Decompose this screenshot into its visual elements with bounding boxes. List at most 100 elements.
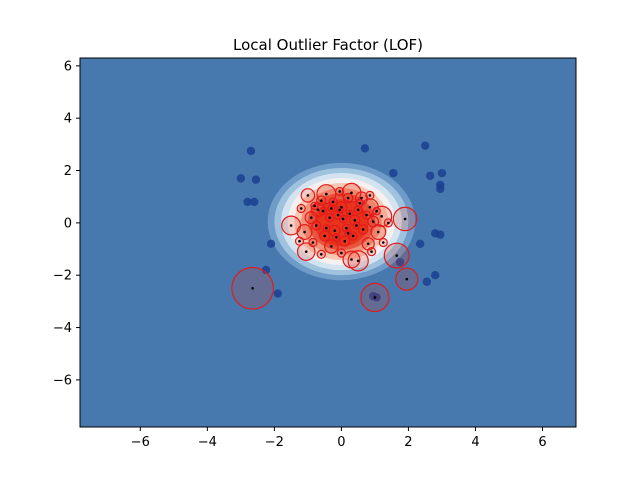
- x-tick-label-6: 6: [538, 435, 546, 450]
- x-tick-label-2: −2: [265, 435, 284, 450]
- outlier-point-5: [360, 144, 370, 153]
- sample-point-10: [350, 258, 353, 261]
- sample-point-51: [368, 194, 372, 197]
- outlier-point-8: [426, 171, 435, 180]
- sample-point-38: [321, 209, 325, 213]
- sample-point-12: [325, 192, 328, 196]
- sample-point-3: [395, 254, 399, 257]
- sample-point-15: [376, 230, 380, 234]
- sample-point-29: [361, 228, 365, 231]
- sample-point-41: [358, 201, 362, 205]
- sample-point-50: [338, 190, 342, 193]
- outlier-point-21: [372, 293, 381, 302]
- sample-point-49: [340, 251, 343, 255]
- chart-title: Local Outlier Factor (LOF): [233, 36, 423, 54]
- y-tick-label-1: −4: [53, 321, 72, 336]
- outlier-point-16: [422, 277, 432, 286]
- sample-point-42: [313, 204, 316, 208]
- sample-point-8: [303, 230, 306, 234]
- outlier-point-7: [420, 141, 430, 150]
- plot-frame: [79, 57, 577, 428]
- outlier-point-0: [246, 146, 256, 156]
- outlier-point-1: [236, 174, 246, 183]
- sample-point-45: [298, 239, 301, 243]
- sample-point-1: [373, 296, 377, 299]
- sample-point-5: [380, 215, 383, 218]
- sample-point-31: [314, 224, 318, 227]
- sample-point-11: [350, 191, 353, 195]
- outlier-point-19: [273, 289, 282, 298]
- sample-point-43: [375, 209, 378, 213]
- sample-point-25: [323, 234, 326, 238]
- x-tick-label-4: 2: [404, 435, 412, 450]
- outlier-point-14: [415, 239, 425, 249]
- sample-point-0: [251, 286, 254, 290]
- sample-point-37: [351, 234, 355, 238]
- sample-point-21: [340, 205, 343, 209]
- sample-point-56: [355, 224, 358, 227]
- y-tick-label-5: 4: [64, 112, 72, 127]
- y-tick-label-4: 2: [64, 164, 72, 179]
- outlier-point-15: [431, 271, 440, 280]
- sample-point-59: [346, 232, 350, 235]
- x-tick-label-0: −6: [131, 435, 150, 450]
- outlier-point-22: [395, 257, 405, 267]
- sample-points: [231, 182, 419, 313]
- y-tick-label-3: 0: [64, 216, 72, 231]
- sample-point-13: [306, 194, 310, 197]
- outlier-point-18: [261, 265, 271, 275]
- x-tick-label-1: −4: [198, 435, 217, 450]
- sample-point-28: [346, 196, 350, 200]
- outlier-point-4: [250, 197, 259, 207]
- sample-point-20: [309, 216, 313, 219]
- sample-point-36: [331, 200, 335, 204]
- sample-point-16: [316, 208, 320, 212]
- sample-point-9: [356, 259, 360, 263]
- sample-point-40: [335, 235, 338, 239]
- x-axis: −6 −4 −2 0 2 4 6: [131, 427, 547, 450]
- sample-point-35: [365, 213, 368, 217]
- y-tick-label-0: −6: [53, 373, 72, 388]
- sample-point-52: [311, 241, 315, 244]
- sample-point-39: [341, 217, 345, 221]
- sample-point-27: [319, 199, 323, 202]
- sample-point-46: [381, 241, 385, 244]
- sample-point-6: [289, 224, 293, 227]
- x-tick-label-3: 0: [337, 435, 345, 450]
- sample-point-44: [299, 207, 303, 210]
- sample-point-14: [368, 205, 372, 209]
- sample-point-48: [319, 252, 323, 256]
- y-tick-label-6: 6: [64, 59, 72, 74]
- outlier-point-9: [437, 168, 447, 178]
- outlier-points: [236, 141, 447, 302]
- sample-point-54: [348, 212, 352, 216]
- sample-point-57: [338, 208, 342, 212]
- sample-point-4: [403, 217, 407, 221]
- outlier-point-17: [266, 239, 276, 249]
- sample-point-24: [343, 239, 347, 243]
- outlier-point-6: [389, 168, 398, 178]
- sample-point-17: [360, 196, 363, 200]
- sample-point-18: [330, 245, 333, 248]
- sample-point-33: [328, 216, 331, 219]
- sample-point-53: [387, 221, 390, 225]
- outlier-point-13: [436, 230, 445, 239]
- outlier-point-11: [436, 184, 445, 194]
- outlier-point-3: [243, 197, 252, 207]
- sample-point-32: [356, 208, 360, 212]
- y-axis: −6 −4 −2 0 2 4 6: [53, 59, 80, 388]
- sample-point-22: [333, 229, 337, 233]
- sample-point-26: [371, 220, 375, 223]
- sample-point-58: [330, 207, 333, 210]
- sample-point-2: [405, 277, 409, 281]
- sample-point-55: [325, 226, 328, 230]
- sample-point-30: [336, 213, 340, 217]
- sample-point-23: [353, 218, 357, 222]
- outlier-point-2: [251, 175, 261, 184]
- sample-point-19: [366, 242, 370, 246]
- sample-point-7: [304, 250, 308, 253]
- x-tick-label-5: 4: [471, 435, 479, 450]
- y-tick-label-2: −2: [53, 269, 72, 284]
- sample-point-47: [370, 250, 373, 253]
